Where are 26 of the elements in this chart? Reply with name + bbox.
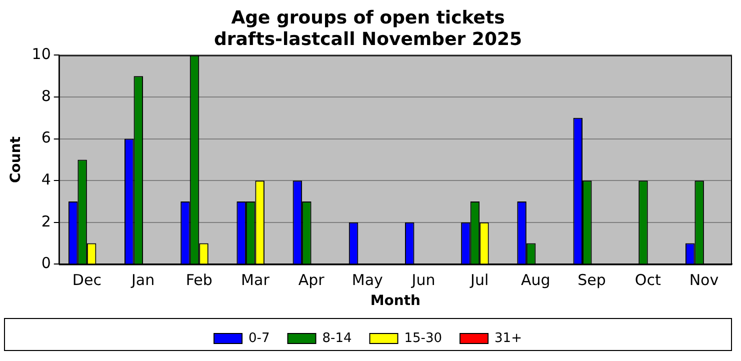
x-tick-label: Feb bbox=[186, 271, 212, 290]
x-tick-label: Jan bbox=[130, 271, 155, 290]
x-tick-label: Nov bbox=[689, 271, 719, 290]
x-tick-label: Dec bbox=[72, 271, 102, 290]
x-tick-label: Apr bbox=[298, 271, 326, 290]
x-tick-label: Oct bbox=[634, 271, 661, 290]
x-tick-label: Sep bbox=[578, 271, 606, 290]
text: Age groups of open tickets bbox=[231, 7, 505, 28]
text: drafts-lastcall November 2025 bbox=[214, 29, 522, 50]
x-tick-label: Jun bbox=[410, 271, 436, 290]
x-axis-title: Month bbox=[370, 293, 421, 310]
y-tick-label: 0 bbox=[41, 254, 51, 272]
y-tick-label: 6 bbox=[41, 128, 51, 147]
legend-label: 15-30 bbox=[404, 330, 442, 346]
y-tick-label: 4 bbox=[41, 170, 51, 188]
legend-label: 0-7 bbox=[248, 330, 270, 346]
y-tick-label: 10 bbox=[32, 45, 51, 64]
x-tick-label: Jul bbox=[470, 271, 489, 290]
legend-label: 8-14 bbox=[322, 330, 352, 346]
x-tick-label: Aug bbox=[521, 271, 550, 290]
legend-label: 31+ bbox=[494, 330, 522, 346]
y-axis-title: Count bbox=[8, 136, 24, 183]
y-tick-label: 2 bbox=[41, 212, 51, 230]
y-tick-label: 8 bbox=[41, 86, 51, 105]
x-tick-label: Mar bbox=[241, 271, 270, 290]
x-tick-label: May bbox=[352, 271, 384, 290]
